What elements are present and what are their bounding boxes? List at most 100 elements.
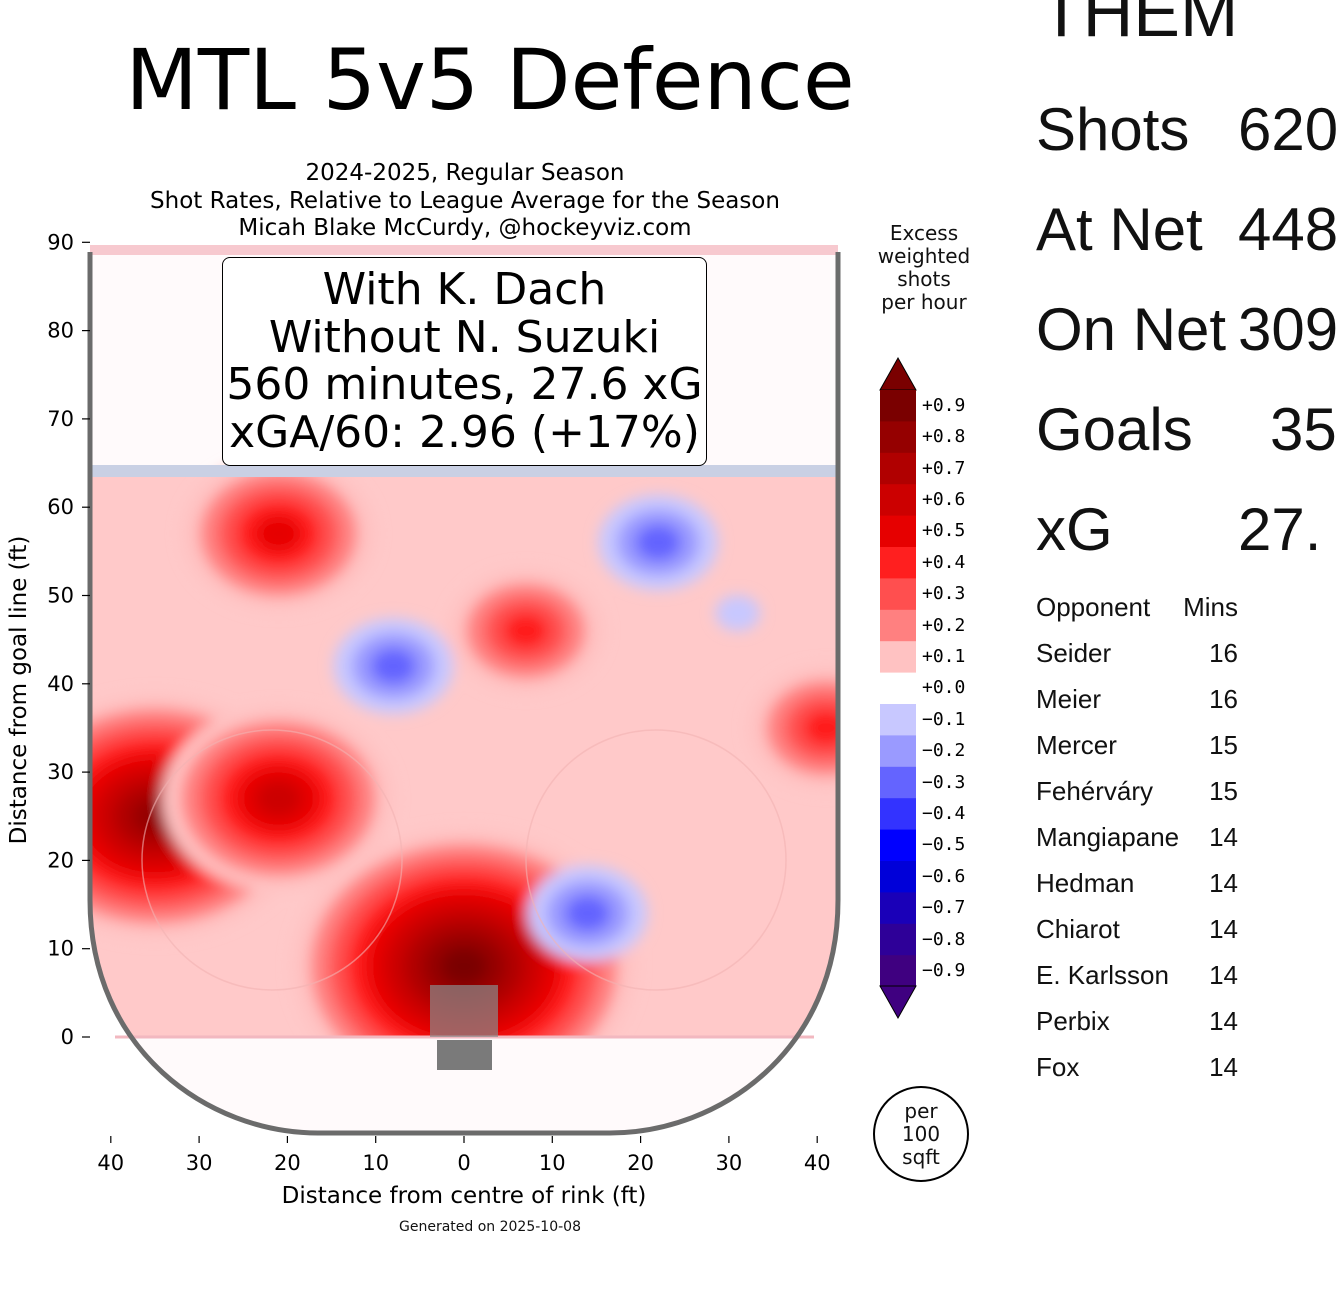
subtitle-metric: Shot Rates, Relative to League Average f… bbox=[150, 188, 780, 214]
y-tick-label: 40 bbox=[47, 672, 74, 696]
colorbar bbox=[879, 356, 917, 1020]
opponent-name: E. Karlsson bbox=[1036, 960, 1169, 990]
opponent-minutes: 14 bbox=[1209, 822, 1238, 852]
stat-value: 309 bbox=[1238, 296, 1339, 363]
colorbar-title-line: shots bbox=[897, 267, 951, 291]
callout-xga60: xGA/60: 2.96 (+17%) bbox=[229, 406, 700, 458]
y-tick-label: 30 bbox=[47, 760, 74, 784]
unit-line: sqft bbox=[902, 1145, 940, 1169]
page-title: MTL 5v5 Defence bbox=[125, 31, 855, 129]
heat-contour bbox=[256, 780, 302, 817]
opponent-minutes: 14 bbox=[1209, 914, 1238, 944]
x-tick-label: 10 bbox=[362, 1151, 389, 1175]
heat-contour bbox=[256, 515, 302, 552]
y-tick-label: 60 bbox=[47, 495, 74, 519]
opponent-name: Mangiapane bbox=[1036, 822, 1180, 852]
opponent-minutes: 14 bbox=[1209, 1006, 1238, 1036]
colorbar-tick-label: +0.3 bbox=[922, 583, 966, 605]
heat-contour bbox=[565, 895, 611, 932]
colorbar-tick-label: −0.4 bbox=[922, 802, 966, 824]
generated-note: Generated on 2025-10-08 bbox=[399, 1219, 581, 1235]
colorbar-tick-label: −0.2 bbox=[922, 740, 966, 762]
opponent-minutes: 14 bbox=[1209, 868, 1238, 898]
colorbar-tick-label: +0.7 bbox=[922, 457, 966, 479]
colorbar-cell bbox=[880, 955, 916, 988]
heat-contour bbox=[503, 612, 549, 649]
stat-label: At Net bbox=[1036, 196, 1203, 263]
x-tick-label: 10 bbox=[539, 1151, 566, 1175]
stat-value: 620 bbox=[1238, 96, 1339, 163]
x-tick-label: 20 bbox=[627, 1151, 654, 1175]
unit-badge: per 100 sqft bbox=[873, 1086, 969, 1182]
colorbar-tick-label: −0.9 bbox=[922, 959, 966, 981]
colorbar-tick-label: −0.1 bbox=[922, 708, 966, 730]
colorbar-tick-label: +0.9 bbox=[922, 394, 966, 416]
opponent-minutes: 14 bbox=[1209, 1052, 1238, 1082]
goal-net bbox=[437, 1040, 492, 1070]
minutes-column-header: Mins bbox=[1183, 592, 1238, 622]
y-tick-label: 20 bbox=[47, 848, 74, 872]
opponent-minutes: 15 bbox=[1209, 776, 1238, 806]
opponent-minutes: 16 bbox=[1209, 684, 1238, 714]
colorbar-title: Excess weighted shots per hour bbox=[864, 222, 984, 314]
colorbar-cell bbox=[880, 672, 916, 705]
stat-value: 448 bbox=[1238, 196, 1339, 263]
colorbar-cell bbox=[880, 390, 916, 422]
subtitle-author: Micah Blake McCurdy, @hockeyviz.com bbox=[238, 215, 692, 241]
colorbar-title-line: weighted bbox=[877, 244, 971, 268]
colorbar-bottom-arrow bbox=[879, 985, 917, 1020]
opponent-minutes: 16 bbox=[1209, 638, 1238, 668]
colorbar-cell bbox=[880, 452, 916, 485]
heat-contour bbox=[635, 524, 681, 561]
y-tick-label: 70 bbox=[47, 407, 74, 431]
rink-boards bbox=[87, 252, 841, 1136]
stat-label: On Net bbox=[1036, 296, 1227, 363]
colorbar-cell bbox=[880, 641, 916, 674]
x-tick-label: 30 bbox=[186, 1151, 213, 1175]
opponent-name: Fehérváry bbox=[1036, 776, 1154, 806]
x-tick-label: 40 bbox=[97, 1151, 124, 1175]
stat-label: Shots bbox=[1036, 96, 1190, 163]
opponent-minutes: 15 bbox=[1209, 730, 1238, 760]
y-tick-label: 90 bbox=[47, 230, 74, 254]
colorbar-title-line: Excess bbox=[889, 221, 959, 245]
colorbar-tick-label: +0.2 bbox=[922, 614, 966, 636]
y-axis-label: Distance from goal line (ft) bbox=[6, 536, 32, 845]
x-tick-label: 30 bbox=[716, 1151, 743, 1175]
unit-line: 100 bbox=[901, 1122, 941, 1146]
colorbar-cell bbox=[880, 609, 916, 642]
stat-label: xG bbox=[1036, 496, 1113, 563]
colorbar-cell bbox=[880, 923, 916, 956]
stat-value: 35 bbox=[1270, 396, 1337, 463]
colorbar-cell bbox=[880, 547, 916, 579]
colorbar-cell bbox=[880, 766, 916, 799]
heat-contour bbox=[441, 948, 487, 985]
colorbar-tick-label: +0.4 bbox=[922, 551, 966, 573]
colorbar-tick-label: +0.8 bbox=[922, 426, 966, 448]
stats-header: THEM bbox=[1040, 0, 1239, 51]
y-tick-label: 0 bbox=[61, 1025, 74, 1049]
y-tick-label: 10 bbox=[47, 937, 74, 961]
colorbar-tick-label: +0.1 bbox=[922, 645, 966, 667]
colorbar-title-line: per hour bbox=[881, 290, 967, 314]
colorbar-tick-label: −0.3 bbox=[922, 771, 966, 793]
heat-contour bbox=[715, 595, 761, 632]
colorbar-cell bbox=[880, 735, 916, 768]
opponent-name: Fox bbox=[1036, 1052, 1080, 1082]
colorbar-cell bbox=[880, 484, 916, 517]
x-tick-label: 0 bbox=[457, 1151, 470, 1175]
y-tick-label: 50 bbox=[47, 584, 74, 608]
summary-callout: With K. Dach Without N. Suzuki 560 minut… bbox=[222, 257, 707, 466]
opponent-name: Mercer bbox=[1036, 730, 1117, 760]
callout-without-player: Without N. Suzuki bbox=[268, 311, 661, 363]
callout-minutes: 560 minutes, 27.6 xG bbox=[226, 359, 703, 410]
goal-crease bbox=[430, 985, 498, 1037]
x-tick-label: 20 bbox=[274, 1151, 301, 1175]
colorbar-tick-label: −0.8 bbox=[922, 928, 966, 950]
opponent-minutes: 14 bbox=[1209, 960, 1238, 990]
colorbar-cell bbox=[880, 421, 916, 454]
rink-chart: 40 30 20 10 0 10 20 30 40 90 80 70 60 50 40 30 20 10 0 Dis… bbox=[6, 230, 917, 1209]
opponent-name: Hedman bbox=[1036, 868, 1135, 898]
colorbar-cell bbox=[880, 578, 916, 611]
opponent-column-header: Opponent bbox=[1036, 592, 1151, 622]
